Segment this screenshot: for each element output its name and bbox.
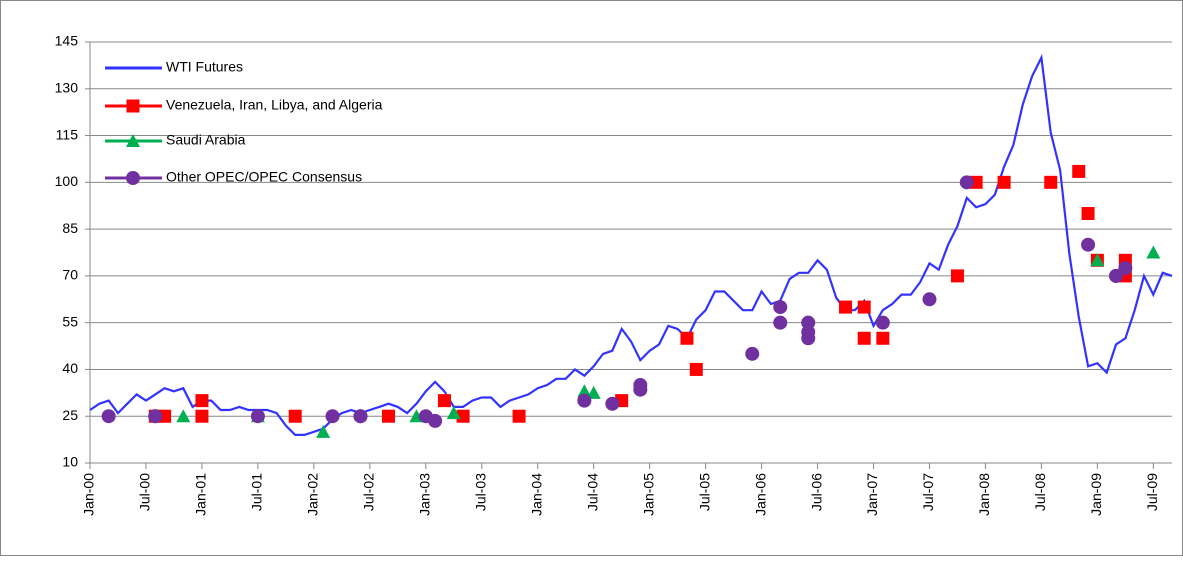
point — [875, 315, 890, 330]
point — [773, 315, 788, 330]
y-tick-label: 40 — [62, 360, 78, 376]
point — [857, 331, 871, 345]
point — [1081, 207, 1095, 221]
point — [857, 300, 871, 314]
legend-label: Venezuela, Iran, Libya, and Algeria — [166, 97, 383, 113]
x-tick-label: Jul-05 — [696, 473, 712, 511]
y-tick-label: 55 — [62, 313, 78, 329]
point — [605, 396, 620, 411]
point — [101, 409, 116, 424]
y-tick-label: 25 — [62, 407, 78, 423]
x-tick-label: Jul-03 — [472, 473, 488, 511]
point — [437, 394, 451, 408]
y-tick-label: 70 — [62, 267, 78, 283]
x-tick-label: Jan-03 — [416, 473, 432, 516]
point — [148, 409, 163, 424]
point — [456, 409, 470, 423]
point — [325, 409, 340, 424]
x-tick-label: Jan-01 — [193, 473, 209, 516]
legend-label: Saudi Arabia — [166, 132, 246, 148]
x-tick-label: Jul-09 — [1144, 473, 1160, 511]
point — [876, 331, 890, 345]
wti-line — [89, 53, 1173, 436]
y-tick-label: 100 — [55, 173, 79, 189]
x-tick-label: Jan-07 — [864, 473, 880, 516]
point — [1090, 253, 1105, 267]
y-tick-label: 130 — [55, 79, 79, 95]
x-tick-label: Jan-05 — [640, 473, 656, 516]
point — [1081, 237, 1096, 252]
point — [195, 409, 209, 423]
x-tick-label: Jul-02 — [361, 473, 377, 511]
point — [586, 385, 601, 399]
x-tick-label: Jul-00 — [137, 473, 153, 511]
legend-label: WTI Futures — [166, 59, 243, 75]
point — [1109, 268, 1124, 283]
legend-label: Other OPEC/OPEC Consensus — [166, 169, 362, 185]
point — [195, 394, 209, 408]
point — [288, 409, 302, 423]
point — [577, 384, 592, 398]
point — [801, 331, 816, 346]
point — [773, 300, 788, 315]
y-tick-label: 115 — [56, 126, 79, 142]
x-tick-label: Jul-01 — [249, 473, 265, 511]
x-tick-label: Jan-09 — [1088, 473, 1104, 516]
point — [680, 331, 694, 345]
point — [922, 292, 937, 307]
point — [1044, 175, 1058, 189]
point — [745, 346, 760, 361]
y-tick-label: 85 — [62, 220, 78, 236]
point — [353, 409, 368, 424]
x-tick-label: Jan-00 — [81, 473, 97, 516]
point — [1146, 245, 1161, 259]
y-tick-label: 145 — [55, 33, 79, 49]
x-tick-label: Jan-06 — [752, 473, 768, 516]
legend-marker — [126, 99, 140, 113]
point — [316, 424, 331, 438]
point — [176, 409, 191, 423]
legend-marker — [126, 171, 140, 185]
x-tick-label: Jul-08 — [1032, 473, 1048, 511]
point — [689, 362, 703, 376]
point — [250, 409, 265, 424]
point — [633, 378, 648, 393]
x-tick-label: Jan-08 — [976, 473, 992, 516]
point — [1118, 261, 1133, 276]
x-tick-label: Jul-06 — [808, 473, 824, 511]
point — [446, 406, 461, 420]
point — [1072, 164, 1086, 178]
point — [839, 300, 853, 314]
x-tick-label: Jul-04 — [584, 473, 600, 511]
x-tick-label: Jul-07 — [920, 473, 936, 511]
point — [381, 409, 395, 423]
point — [959, 175, 974, 190]
point — [512, 409, 526, 423]
x-tick-label: Jan-04 — [528, 473, 544, 516]
point — [577, 393, 592, 408]
x-tick-label: Jan-02 — [305, 473, 321, 516]
point — [428, 413, 443, 428]
point — [950, 269, 964, 283]
legend-marker — [126, 134, 140, 147]
y-tick-label: 10 — [62, 454, 78, 470]
point — [997, 175, 1011, 189]
